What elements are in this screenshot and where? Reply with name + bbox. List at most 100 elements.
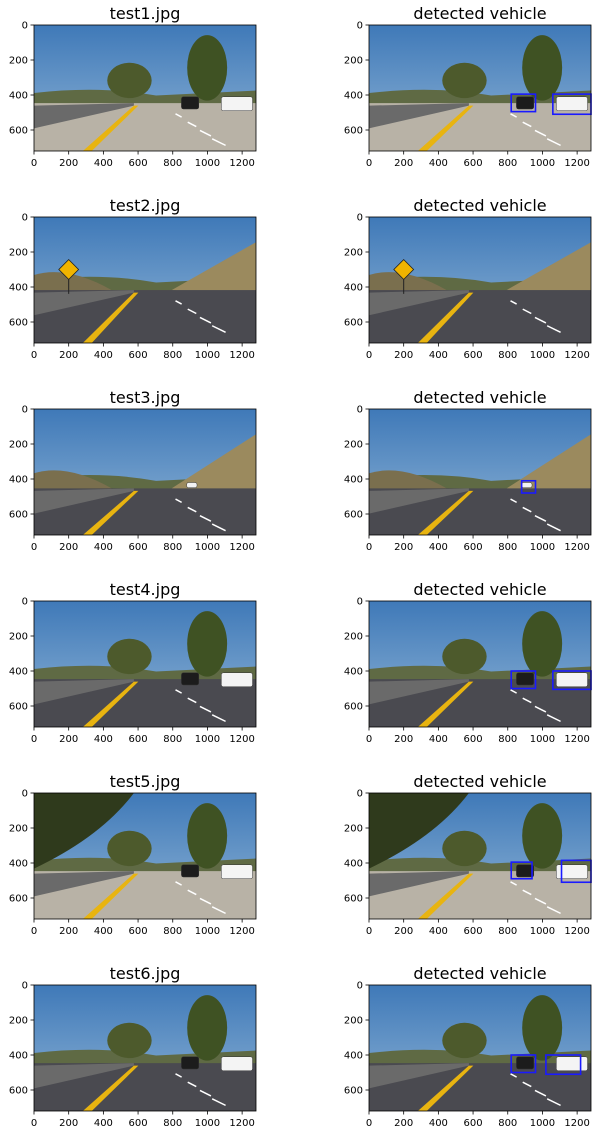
guardrail [369,1063,469,1089]
white-lane-dash [187,308,197,315]
x-tick-label: 1000 [195,350,220,361]
car [556,672,588,687]
y-tick-label: 600 [9,702,28,713]
car [181,672,200,686]
x-tick-label: 0 [366,1118,372,1129]
y-tick-label: 400 [9,667,28,678]
subplot-title: detected vehicle [413,580,546,599]
tree-left [442,1022,487,1059]
y-tick-label: 600 [9,126,28,137]
subplot-title: detected vehicle [413,196,546,215]
white-lane-dash [175,300,182,305]
subplot-11: test6.jpg 0 200 400 600 800 1000 1200 0 200 400 600 [9,964,257,1129]
guardrail [34,488,134,514]
x-tick-label: 400 [94,542,113,553]
x-tick-label: 600 [129,350,148,361]
x-tick-label: 400 [94,926,113,937]
y-tick-label: 600 [9,318,28,329]
white-lane-dash [199,897,212,905]
white-lane-dash [510,113,517,118]
x-tick-label: 600 [129,158,148,169]
white-lane-dash [211,1098,226,1107]
car [221,96,253,111]
detection-box [510,1054,537,1074]
axes-frame [33,24,257,152]
guardrail [34,679,134,705]
x-tick-label: 1000 [530,734,555,745]
y-tick-label: 200 [9,632,28,643]
tree-left [442,62,487,99]
y-tick-label: 400 [344,475,363,486]
x-tick-label: 0 [31,158,37,169]
yellow-lane-line [417,1065,474,1111]
x-tick-label: 0 [31,734,37,745]
tree-right [522,35,563,101]
yellow-lane-line [82,873,139,919]
white-lane-dash [534,129,547,137]
white-lane-dash [534,515,547,522]
x-tick-label: 1200 [229,542,254,553]
white-lane-dash [510,1073,517,1078]
x-tick-label: 400 [429,158,448,169]
x-tick-label: 600 [464,542,483,553]
y-tick-label: 400 [344,667,363,678]
axes-frame [368,24,592,152]
subplot-12: detected vehicle 0 200 400 600 800 1000 1200 0 20… [344,964,592,1129]
x-tick-label: 1000 [195,158,220,169]
x-tick-label: 1200 [229,926,254,937]
car [516,864,535,878]
white-lane-dash [187,121,197,128]
y-tick-label: 600 [9,1086,28,1097]
x-tick-label: 400 [429,1118,448,1129]
subplot-10: detected vehicle 0 200 400 600 800 1000 1200 0 20… [344,772,592,937]
x-tick-label: 1000 [195,542,220,553]
y-tick-label: 0 [357,213,363,224]
car [181,1056,200,1070]
white-lane-dash [199,129,212,137]
x-tick-label: 1200 [564,158,589,169]
car [221,864,253,879]
yellow-lane-line [417,105,474,151]
x-tick-label: 200 [394,734,413,745]
yellow-lane-line [82,105,139,151]
x-tick-label: 400 [429,350,448,361]
y-tick-label: 400 [9,91,28,102]
tree-left [442,638,487,675]
x-tick-label: 0 [366,542,372,553]
white-lane-dash [534,897,547,905]
white-lane-dash [522,1081,532,1088]
axes-frame [33,792,257,920]
x-tick-label: 800 [498,926,517,937]
tree-right [187,995,228,1061]
x-tick-label: 600 [129,926,148,937]
y-tick-label: 400 [344,283,363,294]
y-tick-label: 0 [357,981,363,992]
x-tick-label: 200 [59,158,78,169]
x-tick-label: 800 [498,734,517,745]
guardrail [369,871,469,897]
car [556,96,588,111]
white-lane-dash [534,705,547,713]
x-tick-label: 200 [394,350,413,361]
subplot-8: detected vehicle 0 200 400 600 800 1000 1200 0 20… [344,580,592,745]
x-tick-label: 1200 [564,926,589,937]
white-lane-dash [211,523,226,532]
x-tick-label: 200 [59,350,78,361]
yellow-lane-line [417,681,474,727]
x-tick-label: 1200 [229,1118,254,1129]
y-tick-label: 0 [357,597,363,608]
white-lane-dash [546,1098,561,1107]
subplot-3: test2.jpg 0 200 400 600 800 1000 1200 0 200 400 600 [9,196,257,361]
x-tick-label: 1000 [530,1118,555,1129]
white-lane-dash [175,1073,182,1078]
tree-left [107,638,152,675]
x-tick-label: 0 [31,1118,37,1129]
car [556,1056,588,1071]
x-tick-label: 200 [59,734,78,745]
white-lane-dash [175,498,182,504]
y-tick-label: 400 [9,859,28,870]
white-lane-dash [199,705,212,713]
y-tick-label: 200 [9,824,28,835]
y-tick-label: 200 [344,440,363,451]
x-tick-label: 1200 [564,1118,589,1129]
